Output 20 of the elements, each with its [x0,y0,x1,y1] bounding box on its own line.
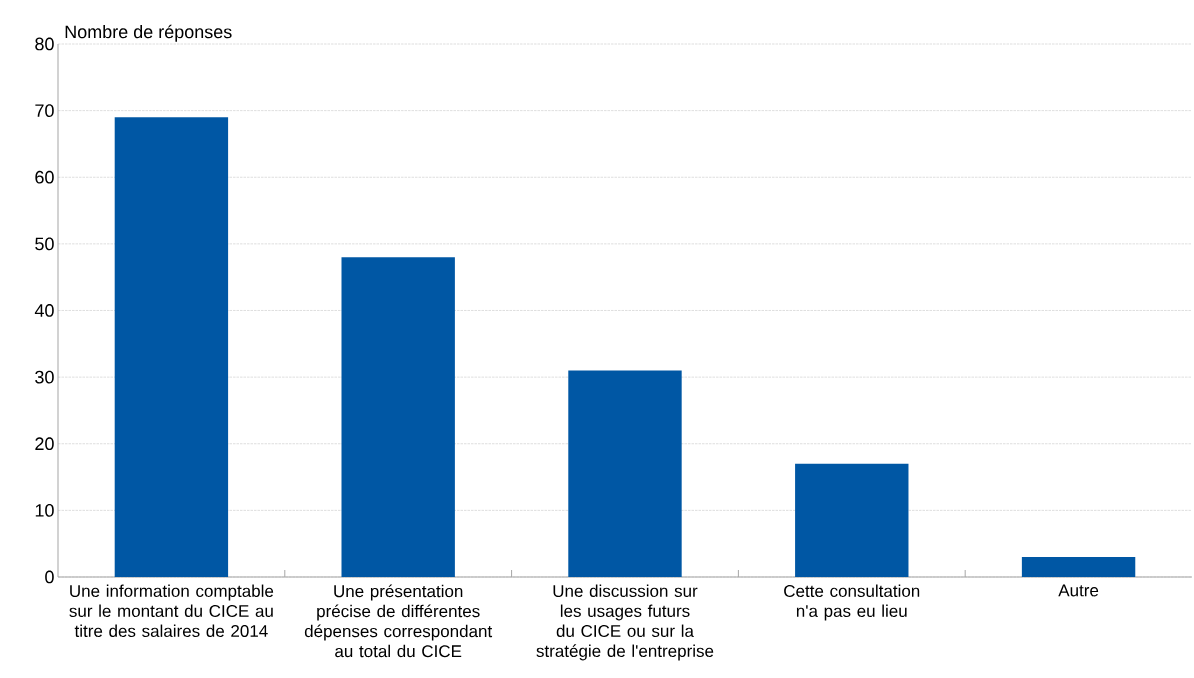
x-tick-label: Autre [1058,584,1099,597]
bar [795,463,909,577]
y-tick-label: 60 [35,170,54,184]
y-tick-label: 50 [35,237,54,251]
bar [114,117,229,577]
y-tick-label: 20 [35,437,54,451]
y-tick-label: 10 [35,503,54,517]
y-tick-label: 0 [45,570,54,584]
x-tick-label: Une information comptable sur le montant du CICE au titre des salaires de 2014 [69,584,274,638]
y-tick-label: 30 [35,370,54,384]
bar [341,257,455,577]
x-tick-label: Une discussion sur les usages futurs du CICE ou sur la stratégie de l'entreprise [536,584,714,661]
y-tick-label: 80 [35,37,54,51]
x-tick-label: Une présentation précise de différentes dépenses correspondant au total du CICE [304,584,493,658]
y-axis-title: Nombre de réponses [65,24,232,42]
bar [568,370,682,577]
bar [1021,557,1136,577]
y-tick-label: 70 [35,104,54,117]
y-tick-label: 40 [34,304,54,317]
x-tick-label: Cette consultation n'a pas eu lieu [784,584,920,621]
